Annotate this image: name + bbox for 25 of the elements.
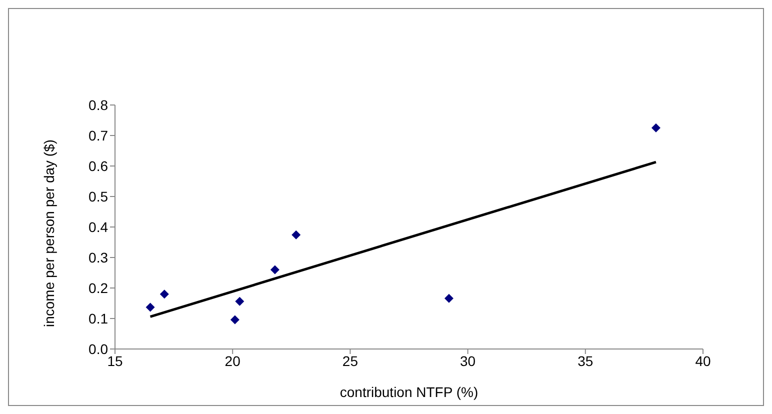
point <box>651 123 660 132</box>
x-tick-label: 15 <box>107 352 123 369</box>
y-tick-label: 0.0 <box>88 340 108 357</box>
point <box>444 294 454 303</box>
point <box>292 230 301 240</box>
y-tick-label: 0.4 <box>88 218 108 235</box>
y-tick-label: 0.3 <box>88 249 108 266</box>
y-tick-label: 0.7 <box>88 127 108 144</box>
point <box>230 315 240 324</box>
x-tick-label: 35 <box>578 352 594 369</box>
x-tick-label: 20 <box>224 352 241 369</box>
y-tick-label: 0.1 <box>88 310 108 326</box>
x-tick-label: 40 <box>695 352 711 369</box>
x-tick-label: 30 <box>460 352 476 369</box>
y-tick-label: 0.2 <box>88 280 108 296</box>
point <box>146 302 155 312</box>
y-tick-label: 0.5 <box>88 188 108 204</box>
point <box>235 296 244 306</box>
x-tick-label: 25 <box>342 352 358 369</box>
y-axis-title: income per person per day ($) <box>40 139 57 327</box>
point <box>270 265 280 274</box>
point <box>160 290 169 299</box>
y-tick-label: 0.8 <box>88 96 108 113</box>
y-tick-label: 0.6 <box>88 158 108 174</box>
x-axis-title: contribution NTFP (%) <box>340 384 478 400</box>
